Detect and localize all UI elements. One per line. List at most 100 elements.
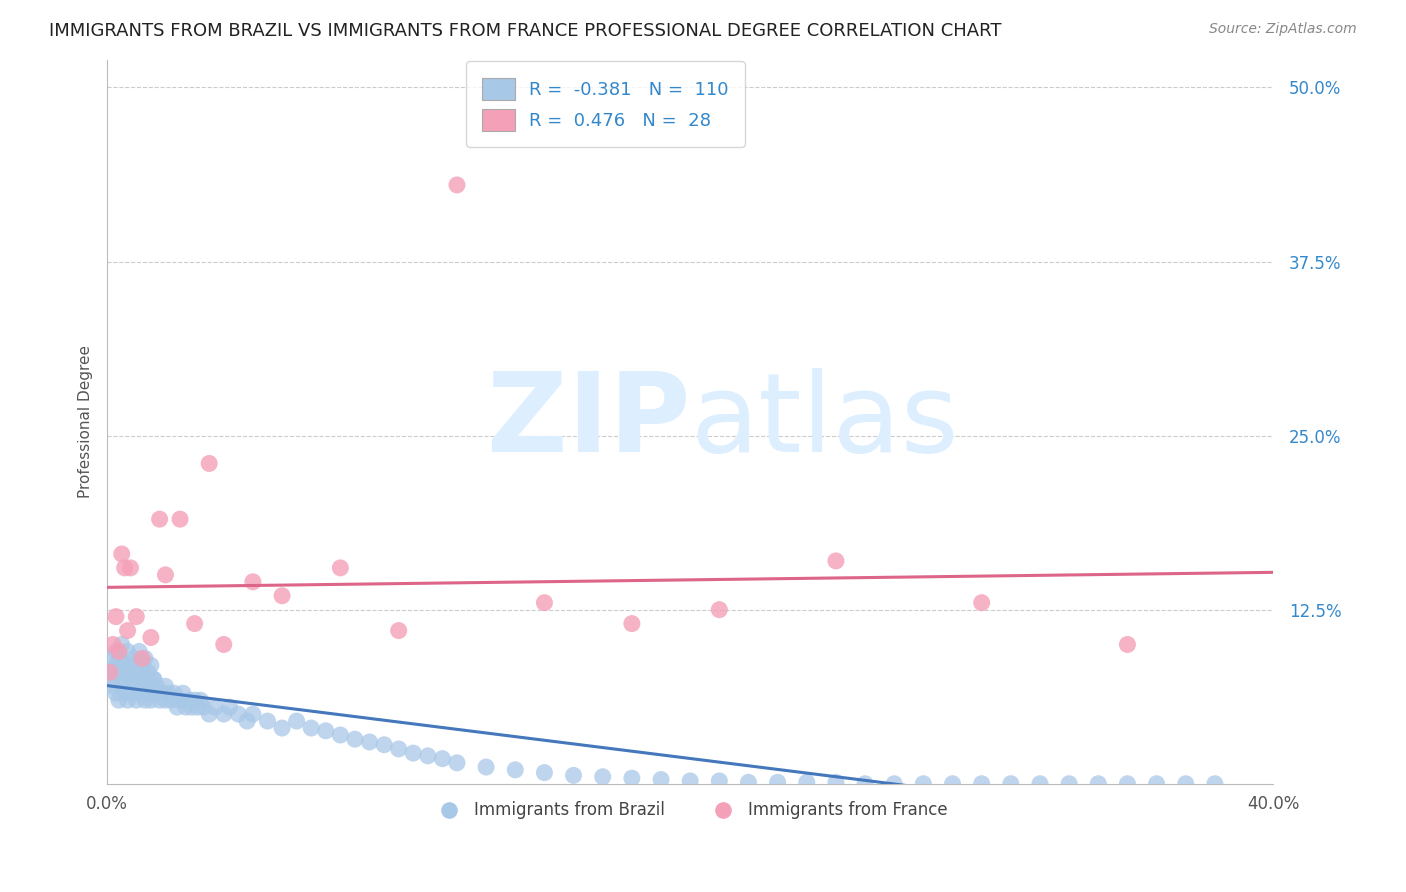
Point xyxy=(218,700,240,714)
Point xyxy=(108,651,131,665)
Point xyxy=(166,700,188,714)
Point xyxy=(163,686,186,700)
Point xyxy=(136,665,159,680)
Point xyxy=(101,665,124,680)
Point xyxy=(111,547,134,561)
Point xyxy=(104,644,127,658)
Point xyxy=(117,624,139,638)
Point xyxy=(679,774,702,789)
Point xyxy=(242,574,264,589)
Point xyxy=(228,707,250,722)
Point xyxy=(128,644,150,658)
Point xyxy=(1087,777,1109,791)
Point xyxy=(122,651,145,665)
Point xyxy=(174,700,197,714)
Point xyxy=(111,665,134,680)
Point xyxy=(359,735,381,749)
Point xyxy=(149,693,172,707)
Point xyxy=(125,609,148,624)
Point xyxy=(114,561,136,575)
Point xyxy=(446,756,468,770)
Point xyxy=(416,748,439,763)
Point xyxy=(388,624,411,638)
Point xyxy=(131,665,153,680)
Point xyxy=(242,707,264,722)
Point xyxy=(475,760,498,774)
Point xyxy=(620,771,643,785)
Text: atlas: atlas xyxy=(690,368,959,475)
Point xyxy=(136,686,159,700)
Point xyxy=(402,746,425,760)
Point xyxy=(709,602,731,616)
Point xyxy=(853,777,876,791)
Point xyxy=(104,686,127,700)
Point xyxy=(104,609,127,624)
Point xyxy=(446,178,468,192)
Point xyxy=(562,768,585,782)
Point xyxy=(152,686,174,700)
Point xyxy=(114,665,136,680)
Point xyxy=(796,775,818,789)
Point xyxy=(620,616,643,631)
Point xyxy=(120,673,142,687)
Point xyxy=(108,658,131,673)
Point xyxy=(101,638,124,652)
Point xyxy=(169,512,191,526)
Point xyxy=(139,658,162,673)
Point xyxy=(190,693,212,707)
Point xyxy=(111,679,134,693)
Point xyxy=(1174,777,1197,791)
Point xyxy=(160,693,183,707)
Point xyxy=(122,686,145,700)
Point xyxy=(131,651,153,665)
Point xyxy=(1146,777,1168,791)
Point xyxy=(125,665,148,680)
Point xyxy=(329,728,352,742)
Point xyxy=(117,644,139,658)
Point xyxy=(183,616,205,631)
Point xyxy=(343,732,366,747)
Point xyxy=(1116,777,1139,791)
Point xyxy=(212,707,235,722)
Point xyxy=(101,651,124,665)
Point xyxy=(970,596,993,610)
Point xyxy=(766,775,789,789)
Point xyxy=(117,665,139,680)
Point xyxy=(120,658,142,673)
Point xyxy=(155,679,177,693)
Point xyxy=(131,679,153,693)
Point xyxy=(128,686,150,700)
Point xyxy=(329,561,352,575)
Point xyxy=(204,700,226,714)
Point xyxy=(503,763,526,777)
Point xyxy=(142,686,165,700)
Point xyxy=(101,679,124,693)
Point xyxy=(155,567,177,582)
Point xyxy=(533,596,555,610)
Point xyxy=(912,777,935,791)
Point xyxy=(114,686,136,700)
Point xyxy=(111,638,134,652)
Point xyxy=(120,561,142,575)
Point xyxy=(388,742,411,756)
Point xyxy=(108,693,131,707)
Point xyxy=(236,714,259,728)
Text: IMMIGRANTS FROM BRAZIL VS IMMIGRANTS FROM FRANCE PROFESSIONAL DEGREE CORRELATION: IMMIGRANTS FROM BRAZIL VS IMMIGRANTS FRO… xyxy=(49,22,1001,40)
Point xyxy=(709,774,731,789)
Point xyxy=(177,693,200,707)
Point xyxy=(149,512,172,526)
Point xyxy=(142,673,165,687)
Point xyxy=(198,457,221,471)
Text: ZIP: ZIP xyxy=(486,368,690,475)
Point xyxy=(117,693,139,707)
Point xyxy=(134,693,156,707)
Point xyxy=(299,721,322,735)
Point xyxy=(315,723,337,738)
Point xyxy=(142,673,165,687)
Point xyxy=(108,644,131,658)
Point xyxy=(825,775,848,789)
Point xyxy=(1116,638,1139,652)
Point xyxy=(169,693,191,707)
Point xyxy=(125,665,148,680)
Point xyxy=(970,777,993,791)
